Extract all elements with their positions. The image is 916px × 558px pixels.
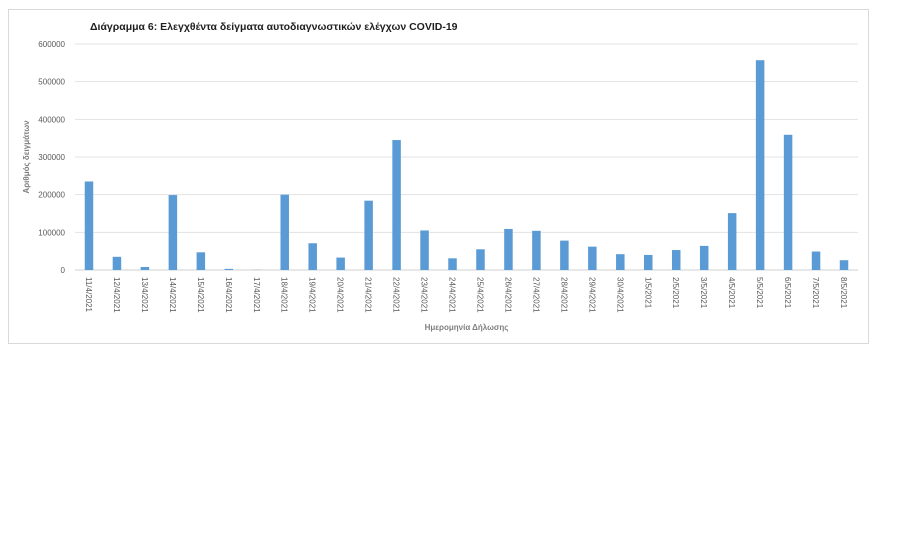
x-tick-label: 5/5/2021 — [755, 277, 764, 309]
gridlines — [75, 43, 858, 271]
bar — [392, 140, 401, 270]
bar — [504, 228, 513, 270]
bar — [699, 245, 709, 270]
bar — [448, 258, 457, 270]
x-tick-label: 24/4/2021 — [448, 277, 457, 313]
x-tick-label: 3/5/2021 — [699, 277, 708, 309]
x-tick-label: 20/4/2021 — [336, 277, 345, 313]
bar — [644, 254, 653, 270]
y-tick-label: 0 — [61, 266, 66, 275]
x-tick-label: 16/4/2021 — [224, 277, 233, 313]
x-tick-label: 28/4/2021 — [559, 277, 568, 313]
x-tick-label: 25/4/2021 — [475, 277, 484, 313]
bar — [280, 194, 289, 270]
x-tick-label: 12/4/2021 — [112, 277, 121, 313]
bar — [308, 243, 317, 270]
bar — [112, 256, 122, 270]
x-tick-label: 15/4/2021 — [196, 277, 205, 313]
bar — [588, 246, 597, 270]
x-tick-label: 26/4/2021 — [503, 277, 512, 313]
bar — [364, 200, 373, 270]
bar — [839, 260, 849, 270]
bar — [560, 240, 569, 270]
bar — [476, 249, 485, 270]
bar — [336, 257, 345, 270]
bar — [84, 181, 94, 270]
x-tick-label: 7/5/2021 — [811, 277, 820, 309]
bar — [755, 60, 765, 270]
y-axis-tick-labels: 0 100000 200000 300000 400000 500000 600000 — [38, 40, 65, 275]
bar — [811, 251, 821, 270]
x-tick-label: 30/4/2021 — [615, 277, 624, 313]
bar — [727, 213, 737, 270]
x-tick-label: 19/4/2021 — [308, 277, 317, 313]
x-tick-label: 6/5/2021 — [783, 277, 792, 309]
bar — [224, 268, 234, 270]
bar — [420, 230, 429, 270]
x-tick-label: 22/4/2021 — [392, 277, 401, 313]
x-tick-label: 8/5/2021 — [839, 277, 848, 309]
bars — [84, 60, 849, 270]
x-tick-label: 1/5/2021 — [643, 277, 652, 309]
x-tick-label: 4/5/2021 — [727, 277, 736, 309]
bar — [783, 134, 793, 270]
bar — [671, 250, 681, 270]
x-tick-label: 21/4/2021 — [364, 277, 373, 313]
x-tick-label: 23/4/2021 — [420, 277, 429, 313]
y-tick-label: 200000 — [38, 191, 65, 200]
x-tick-label: 18/4/2021 — [280, 277, 289, 313]
x-tick-label: 29/4/2021 — [587, 277, 596, 313]
bar-chart: Διάγραμμα 6: Ελεγχθέντα δείγματα αυτοδια… — [22, 21, 858, 332]
x-axis-tick-labels: 11/4/2021 12/4/2021 13/4/2021 14/4/2021 15/4… — [84, 277, 848, 313]
x-tick-label: 27/4/2021 — [531, 277, 540, 313]
x-tick-label: 13/4/2021 — [140, 277, 149, 313]
y-tick-label: 600000 — [38, 40, 65, 49]
chart-frame: Διάγραμμα 6: Ελεγχθέντα δείγματα αυτοδια… — [8, 9, 869, 344]
x-tick-label: 2/5/2021 — [671, 277, 680, 309]
x-tick-label: 14/4/2021 — [168, 277, 177, 313]
x-tick-label: 11/4/2021 — [84, 277, 93, 313]
chart-title: Διάγραμμα 6: Ελεγχθέντα δείγματα αυτοδια… — [90, 21, 458, 33]
bar — [196, 252, 206, 270]
y-tick-label: 100000 — [38, 228, 65, 237]
y-tick-label: 400000 — [38, 115, 65, 124]
x-axis-title: Ημερομηνία Δήλωσης — [425, 323, 509, 332]
y-tick-label: 500000 — [38, 78, 65, 87]
bar — [168, 195, 178, 270]
y-axis-title: Αριθμός δειγμάτων — [22, 120, 31, 194]
bar — [532, 230, 541, 270]
bar — [616, 254, 625, 270]
x-tick-label: 17/4/2021 — [252, 277, 261, 313]
bar — [140, 266, 150, 270]
y-tick-label: 300000 — [38, 153, 65, 162]
